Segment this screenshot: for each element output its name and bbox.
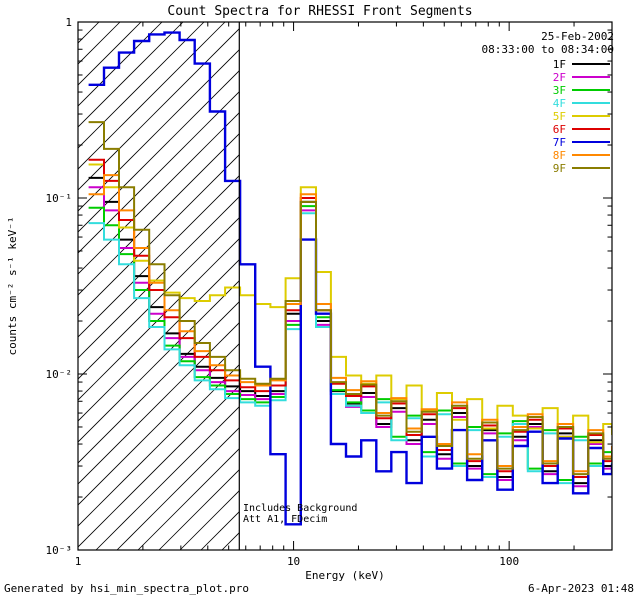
spectra-series-group <box>88 31 612 526</box>
x-tick-label: 10 <box>287 555 300 568</box>
axis-ticks <box>77 21 613 551</box>
y-tick-label: 1 <box>65 16 72 29</box>
y-tick-label: 10⁻³ <box>46 544 73 557</box>
legend-label-7F: 7F <box>553 136 566 149</box>
legend-label-1F: 1F <box>553 58 566 71</box>
x-tick-label: 1 <box>75 555 82 568</box>
y-tick-label: 10⁻² <box>46 368 73 381</box>
page-title: Count Spectra for RHESSI Front Segments <box>167 4 473 19</box>
spectrum-line-7F <box>88 31 612 526</box>
legend-label-4F: 4F <box>553 97 566 110</box>
annotation-attenuator-state: Att A1, FDecim <box>243 514 328 525</box>
legend-label-5F: 5F <box>553 110 566 123</box>
y-tick-label: 10⁻¹ <box>46 192 73 205</box>
x-axis-label: Energy (keV) <box>305 569 384 582</box>
y-axis-label: counts cm⁻² s⁻¹ keV⁻¹ <box>6 216 19 355</box>
x-tick-label: 100 <box>499 555 519 568</box>
legend-label-2F: 2F <box>553 71 566 84</box>
legend-label-8F: 8F <box>553 149 566 162</box>
spectrum-line-9F <box>88 121 612 476</box>
observation-time-range: 08:33:00 to 08:34:00 <box>481 43 614 56</box>
annotation-includes-background: Includes Background <box>243 503 358 514</box>
legend-label-9F: 9F <box>553 162 566 175</box>
legend-label-3F: 3F <box>553 84 566 97</box>
legend-label-6F: 6F <box>553 123 566 136</box>
spectrum-line-3F <box>88 205 612 481</box>
hatched-region <box>78 22 240 550</box>
plot-timestamp: 6-Apr-2023 01:48 <box>528 582 634 595</box>
generated-by-text: Generated by hsi_min_spectra_plot.pro <box>4 582 250 595</box>
spectrum-line-4F <box>88 212 612 485</box>
spectrum-line-2F <box>88 186 612 488</box>
observation-date: 25-Feb-2002 <box>541 30 614 43</box>
plot-frame <box>77 21 613 551</box>
